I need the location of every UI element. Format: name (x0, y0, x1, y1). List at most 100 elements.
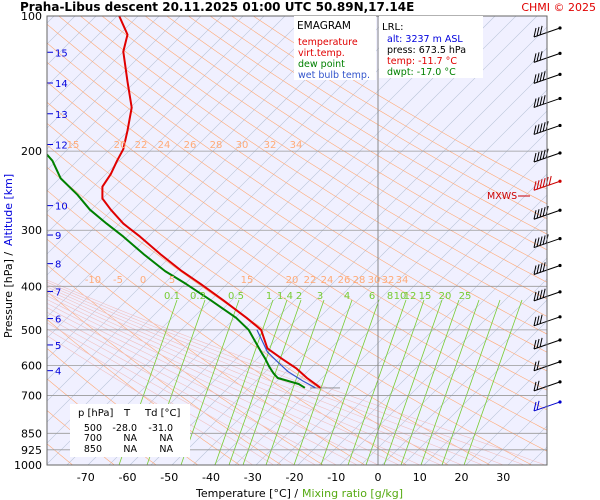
y-tick-altitude: 14 (55, 79, 68, 90)
isotherm-line (234, 152, 547, 465)
wind-barb-flag (536, 97, 540, 107)
lrl-temp: temp: -11.7 °C (387, 56, 457, 67)
y-tick-pressure: 400 (21, 280, 42, 293)
x-axis-label-temperature: Temperature [°C] / (195, 487, 298, 500)
wind-barb-flag (539, 337, 543, 348)
mixing-ratio-line (180, 299, 240, 465)
y-tick-pressure: 500 (21, 324, 42, 337)
wind-barb-flag (539, 236, 543, 246)
wind-barb-flag (539, 96, 543, 106)
wind-barb-flag (536, 380, 540, 390)
table-background (70, 404, 190, 457)
dry-adiabat-labels: 15 20 22 24 26 28 30 32 34-10 -5 0 5 15 20 22 24 26 28 30 3… (67, 140, 409, 286)
table-header-t: T (123, 408, 131, 419)
dry-adiabat-line (123, 16, 547, 283)
wind-barb-flag (533, 361, 537, 371)
wind-barb-station (558, 315, 562, 319)
isotherm-line (47, 16, 265, 234)
isotherm-line (444, 362, 547, 465)
wind-barb-station (558, 51, 562, 55)
wind-barb-flag (542, 122, 546, 132)
isotherm-line (571, 16, 600, 465)
wind-barb-station (558, 72, 562, 76)
dry-adiabat-line (58, 16, 547, 335)
wind-barb-station (558, 263, 562, 268)
dry-adiabat-label: -10 (85, 275, 101, 286)
mixing-ratio-label: 25 (459, 291, 472, 302)
copyright: CHMI © 2025 (521, 1, 596, 14)
level-table: p [hPa] T Td [°C] 500 -28.0 -31.0 700 NA… (70, 404, 190, 457)
dry-adiabat-line (209, 16, 547, 220)
isotherm-line (381, 299, 547, 465)
wind-barb-flag (533, 339, 537, 350)
wind-barb-flag (536, 237, 540, 247)
wind-barb-station (558, 96, 562, 101)
y-tick-pressure: 850 (21, 427, 42, 440)
mixing-ratio-line (365, 299, 425, 465)
x-tick-label: -50 (160, 471, 178, 484)
wind-barb-flag (533, 265, 537, 275)
legend-item-temperature: temperature (298, 37, 358, 48)
wind-barb-flag (542, 71, 546, 81)
wind-barb-station (558, 400, 562, 404)
mixing-ratio-label: 0.1 (164, 291, 180, 302)
mixing-ratio-label: 0.5 (228, 291, 244, 302)
legend-box (294, 16, 376, 80)
y-tick-pressure: 700 (21, 389, 42, 402)
isotherm-line (150, 68, 547, 465)
dry-adiabat-label: 34 (396, 275, 409, 286)
legend-item-virt-temp: virt.temp. (298, 48, 345, 59)
isotherm-line (47, 16, 475, 444)
wind-barb-flag (539, 72, 543, 82)
dry-adiabat-line (188, 16, 547, 235)
wind-barb-station (558, 151, 562, 155)
table-row-700-t: NA (123, 433, 137, 444)
table-header-p: p [hPa] (78, 408, 113, 419)
mixing-ratio-line (383, 299, 443, 465)
isotherm-line (47, 16, 160, 129)
isotherm-line (360, 278, 547, 465)
isotherm-line (129, 47, 547, 465)
mixing-ratio-line (214, 299, 274, 465)
series-temperature (101, 16, 321, 389)
wind-barb-flag (536, 360, 540, 370)
x-axis-label-mixing-ratio: Mixing ratio [g/kg] (302, 487, 403, 500)
y-axis-label-pressure: Pressure [hPa] / (2, 252, 15, 338)
wind-barb-flag (536, 151, 540, 162)
y-tick-pressure: 600 (21, 359, 42, 372)
wind-barb-flag (533, 74, 537, 84)
dry-adiabat-label: 30 (368, 275, 381, 286)
mixing-ratio-label: 8 (387, 291, 393, 302)
isotherm-line (47, 16, 244, 213)
isotherm-line (339, 257, 547, 465)
wind-barb-flag (536, 73, 540, 83)
x-tick-label: -70 (77, 471, 95, 484)
wind-barb-station (558, 179, 562, 183)
chart-title: Praha-Libus descent 20.11.2025 01:00 UTC… (20, 0, 414, 14)
wind-barb-flag (539, 289, 543, 299)
isotherm-line (550, 16, 600, 465)
mixing-ratio-label: 1.4 (277, 291, 293, 302)
isotherm-line (47, 16, 391, 360)
wind-barb-flag (542, 235, 546, 245)
table-row-500-t: -28.0 (112, 423, 137, 434)
table-row-850-p: 850 (84, 444, 102, 455)
table-row-700-p: 700 (84, 433, 102, 444)
dry-adiabat-label: -5 (113, 275, 123, 286)
isotherm-line (465, 383, 547, 465)
y-tick-pressure: 200 (21, 145, 42, 158)
wind-barb-station (558, 338, 562, 342)
dry-adiabat-label: 24 (321, 275, 334, 286)
mixing-ratio-lines (118, 299, 523, 465)
x-tick-label: 10 (413, 471, 427, 484)
wind-barb-flag (536, 264, 540, 274)
wind-barb-flag (536, 180, 540, 190)
isotherm-line (171, 89, 547, 465)
wind-barb-flag (536, 209, 540, 219)
lrl-dwpt: dwpt: -17.0 °C (387, 67, 456, 78)
x-tick-label: 0 (375, 471, 382, 484)
mixing-ratio-label: 3 (317, 291, 323, 302)
dry-adiabat-line (101, 16, 547, 300)
